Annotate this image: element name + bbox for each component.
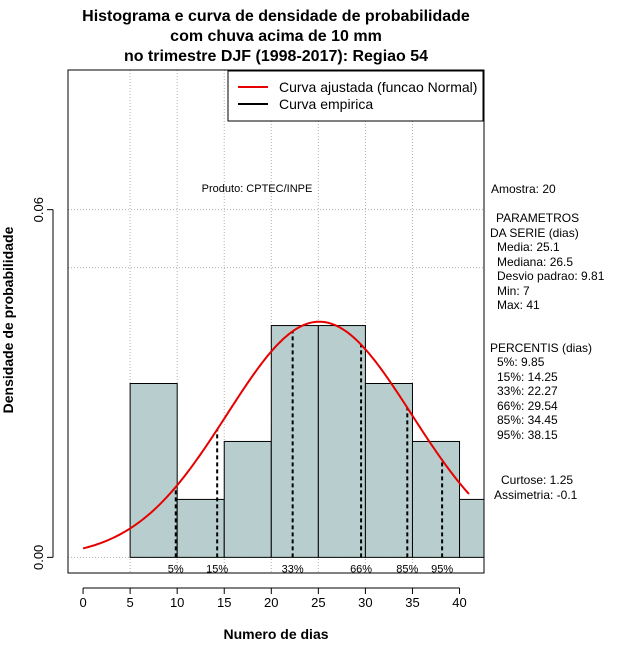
side-panel: Amostra: 20 PARAMETROS DA SERIE (dias) M… bbox=[490, 182, 605, 502]
percentis-title: PERCENTIS (dias) bbox=[490, 341, 592, 355]
x-tick-label-30: 30 bbox=[358, 595, 372, 610]
chart-title-line-3: no trimestre DJF (1998-2017): Regiao 54 bbox=[124, 48, 428, 65]
legend-label-normal: Curva ajustada (funcao Normal) bbox=[279, 79, 477, 95]
curve-layer bbox=[82, 320, 470, 550]
x-tick-label-15: 15 bbox=[217, 595, 231, 610]
x-tick-label-40: 40 bbox=[452, 595, 466, 610]
stat-curtose: Curtose: 1.25 bbox=[501, 473, 573, 487]
stat-media: Media: 25.1 bbox=[497, 240, 560, 254]
histogram-bar-1 bbox=[129, 383, 178, 558]
percentile-label-33: 33% bbox=[282, 563, 304, 575]
y-axis-label: Densidade de probabilidade bbox=[0, 226, 16, 413]
sample-size: Amostra: 20 bbox=[491, 182, 556, 196]
histogram-bar-7 bbox=[411, 440, 461, 558]
stat-assimetria: Assimetria: -0.1 bbox=[494, 488, 578, 502]
stat-desvio: Desvio padrao: 9.81 bbox=[497, 269, 605, 283]
chart-title-line-1: Histograma e curva de densidade de proba… bbox=[82, 8, 470, 25]
pct-5: 5%: 9.85 bbox=[497, 355, 545, 369]
percentile-label-5: 5% bbox=[168, 563, 184, 575]
pct-95: 95%: 38.15 bbox=[497, 428, 558, 442]
legend-label-empirical: Curva empirica bbox=[279, 96, 373, 112]
params-title-2: DA SERIE (dias) bbox=[490, 226, 579, 240]
pct-66: 66%: 29.54 bbox=[497, 399, 558, 413]
histogram-bar-5 bbox=[317, 325, 366, 558]
params-title-1: PARAMETROS bbox=[496, 211, 579, 225]
normal-curve-line bbox=[82, 320, 470, 550]
pct-85: 85%: 34.45 bbox=[497, 413, 558, 427]
histogram-bar-8 bbox=[459, 498, 485, 558]
plot-frame bbox=[67, 69, 485, 574]
axis-layer: 0 5 10 15 20 25 30 35 40 0.00 0.06 bbox=[31, 197, 467, 610]
legend-box bbox=[227, 70, 484, 122]
x-tick-label-25: 25 bbox=[311, 595, 325, 610]
histogram-bar-3 bbox=[223, 440, 272, 558]
chart-title-line-2: com chuva acima de 10 mm bbox=[170, 28, 382, 45]
stat-max: Max: 41 bbox=[497, 298, 540, 312]
percentile-label-95: 95% bbox=[431, 563, 453, 575]
histogram-bar-4 bbox=[270, 325, 319, 558]
bars-layer bbox=[129, 325, 485, 558]
x-tick-label-20: 20 bbox=[264, 595, 278, 610]
x-tick-label-35: 35 bbox=[405, 595, 419, 610]
x-tick-label-10: 10 bbox=[170, 595, 184, 610]
percentile-label-66: 66% bbox=[350, 563, 372, 575]
x-tick-label-5: 5 bbox=[127, 595, 134, 610]
y-tick-label-0: 0.00 bbox=[31, 545, 46, 570]
y-tick-label-1: 0.06 bbox=[31, 197, 46, 222]
legend: Curva ajustada (funcao Normal) Curva emp… bbox=[227, 70, 484, 122]
pct-33: 33%: 22.27 bbox=[497, 384, 558, 398]
x-tick-label-0: 0 bbox=[79, 595, 86, 610]
percentile-lines-layer: 5% 15% 33% 66% 85% 95% bbox=[168, 331, 453, 575]
histogram-bar-6 bbox=[364, 383, 413, 558]
stat-mediana: Mediana: 26.5 bbox=[497, 255, 573, 269]
pct-15: 15%: 14.25 bbox=[497, 370, 558, 384]
product-annotation: Produto: CPTEC/INPE bbox=[202, 183, 313, 195]
stat-min: Min: 7 bbox=[497, 284, 530, 298]
x-axis-label: Numero de dias bbox=[223, 626, 328, 642]
percentile-label-15: 15% bbox=[206, 563, 228, 575]
percentile-label-85: 85% bbox=[396, 563, 418, 575]
